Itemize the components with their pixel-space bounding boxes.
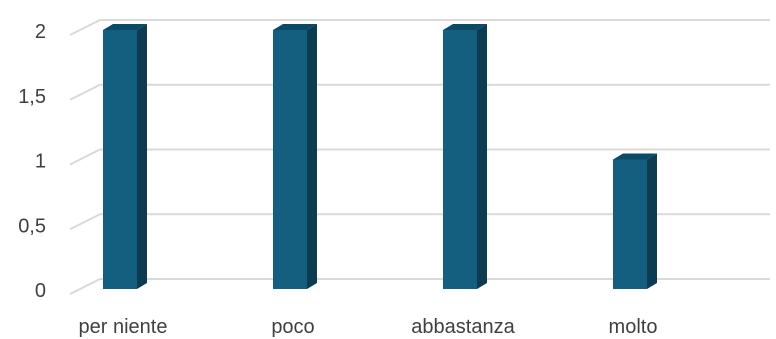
bar	[273, 24, 317, 289]
bar-front-face	[613, 159, 647, 289]
bar	[103, 24, 147, 289]
category-label: abbastanza	[411, 316, 515, 338]
bar-side-face	[137, 24, 147, 289]
bar-side-face	[477, 24, 487, 289]
y-tick-label: 0,5	[18, 215, 46, 237]
gridline	[69, 213, 770, 231]
y-tick-label: 0	[35, 280, 46, 302]
y-tick-label: 1,5	[18, 86, 46, 108]
y-tick-label: 1	[35, 151, 46, 173]
bar-front-face	[273, 30, 307, 289]
bar-top-face	[613, 153, 657, 160]
bar	[613, 153, 657, 289]
gridline	[69, 19, 770, 36]
gridline	[69, 148, 770, 166]
bar-front-face	[103, 30, 137, 289]
category-label: poco	[271, 316, 314, 338]
bar-front-face	[443, 30, 477, 289]
bar-side-face	[647, 153, 657, 289]
gridline	[69, 278, 770, 295]
bar	[443, 24, 487, 289]
bar-side-face	[307, 24, 317, 289]
category-label: molto	[609, 316, 658, 338]
bar-top-face	[103, 24, 147, 30]
y-axis-tick-labels: 0 0,5 1 1,5 2	[18, 21, 46, 302]
category-label: per niente	[79, 316, 168, 338]
bar-top-face	[273, 24, 317, 30]
bar-top-face	[443, 24, 487, 30]
category-labels: per niente poco abbastanza molto	[79, 316, 658, 338]
gridline	[69, 83, 770, 101]
y-tick-label: 2	[35, 21, 46, 43]
gridlines	[69, 19, 770, 295]
bars	[103, 24, 657, 289]
